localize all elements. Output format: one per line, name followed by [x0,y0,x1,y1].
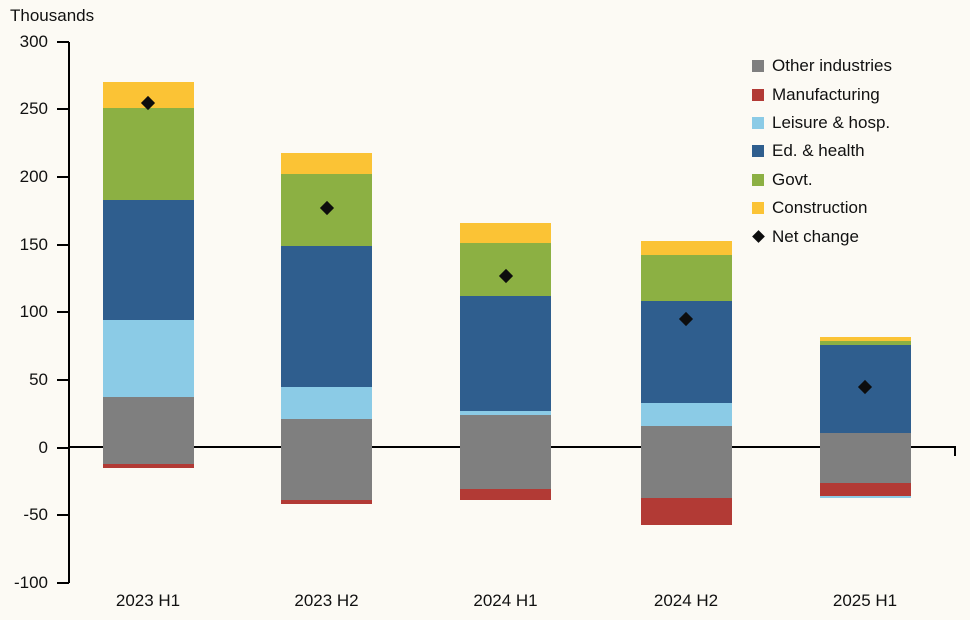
x-axis-category-label: 2023 H2 [294,591,359,610]
bar-segment-leisure [819,496,911,499]
bar-segment-construction [640,240,732,256]
legend: Other industries Manufacturing Leisure &… [752,52,892,251]
y-axis-tick-label: -50 [23,505,48,525]
bar-segment-manufacturing [281,500,372,505]
y-axis-line [68,42,70,583]
y-axis-tick [57,446,69,449]
y-axis-tick [57,311,69,314]
legend-item-ed-health: Ed. & health [752,137,892,165]
legend-swatch-square-icon [752,173,764,186]
legend-item-leisure-hosp: Leisure & hosp. [752,109,892,137]
x-axis-category-label: 2023 H1 [115,591,181,610]
x-axis-category-label: 2024 H1 [473,591,538,610]
chart-units-title: Thousands [10,6,95,25]
bar-segment-construction [819,336,911,341]
bar-segment-ed_health [281,245,372,387]
legend-swatch-square-icon [752,60,764,73]
bar-segment-manufacturing [460,489,551,501]
y-axis-tick-label: 300 [19,31,48,51]
y-axis-tick [57,243,69,246]
y-axis-tick [57,40,69,43]
bar-segment-govt [819,340,911,345]
bar-segment-other [102,397,194,464]
bar-segment-other [819,432,911,483]
legend-item-manufacturing: Manufacturing [752,80,892,108]
x-axis-category-label: 2025 H1 [832,591,898,610]
bar-segment-manufacturing [640,497,732,525]
y-axis-tick-label: -100 [13,572,48,592]
y-axis-tick-label: 150 [19,234,48,254]
legend-label: Govt. [772,169,813,189]
y-axis-tick-label: 0 [38,437,48,457]
y-axis-tick-label: 250 [19,99,48,119]
bar-segment-govt [640,255,732,302]
legend-label: Construction [772,198,868,218]
legend-label: Other industries [772,56,892,76]
y-axis-tick [57,514,69,517]
zero-baseline-end-tick [954,446,956,456]
legend-item-govt: Govt. [752,166,892,194]
legend-swatch-square-icon [752,202,764,215]
bar-segment-construction [460,222,551,244]
y-axis-tick [57,108,69,111]
bar-segment-leisure [460,410,551,416]
y-axis-tick-label: 50 [29,369,48,389]
bar-segment-manufacturing [819,482,911,497]
bar-segment-leisure [102,320,194,398]
legend-item-other-industries: Other industries [752,52,892,80]
legend-item-construction: Construction [752,194,892,222]
legend-label: Leisure & hosp. [772,112,891,132]
bar-segment-leisure [640,402,732,426]
x-axis-category-label: 2024 H2 [653,591,719,610]
bar-segment-manufacturing [102,463,194,468]
bar-segment-leisure [281,386,372,420]
legend-swatch-square-icon [752,88,764,101]
legend-swatch-diamond-icon [752,230,765,243]
y-axis-tick-label: 100 [19,302,48,322]
bar-segment-construction [281,152,372,175]
bar-segment-other [460,415,551,490]
legend-label: Net change [772,226,859,246]
y-axis-tick [57,176,69,178]
legend-swatch-square-icon [752,116,764,129]
bar-segment-other [281,419,372,501]
bar-segment-ed_health [460,296,551,411]
bar-segment-govt [102,108,194,200]
legend-label: Manufacturing [772,84,880,104]
y-axis-tick [57,378,69,381]
y-axis-tick-label: 200 [19,167,48,186]
y-axis-tick [57,581,69,584]
legend-swatch-square-icon [752,145,764,158]
bar-segment-ed_health [102,199,194,321]
legend-label: Ed. & health [772,141,865,161]
legend-item-net-change: Net change [752,222,892,250]
bar-segment-other [640,425,732,498]
